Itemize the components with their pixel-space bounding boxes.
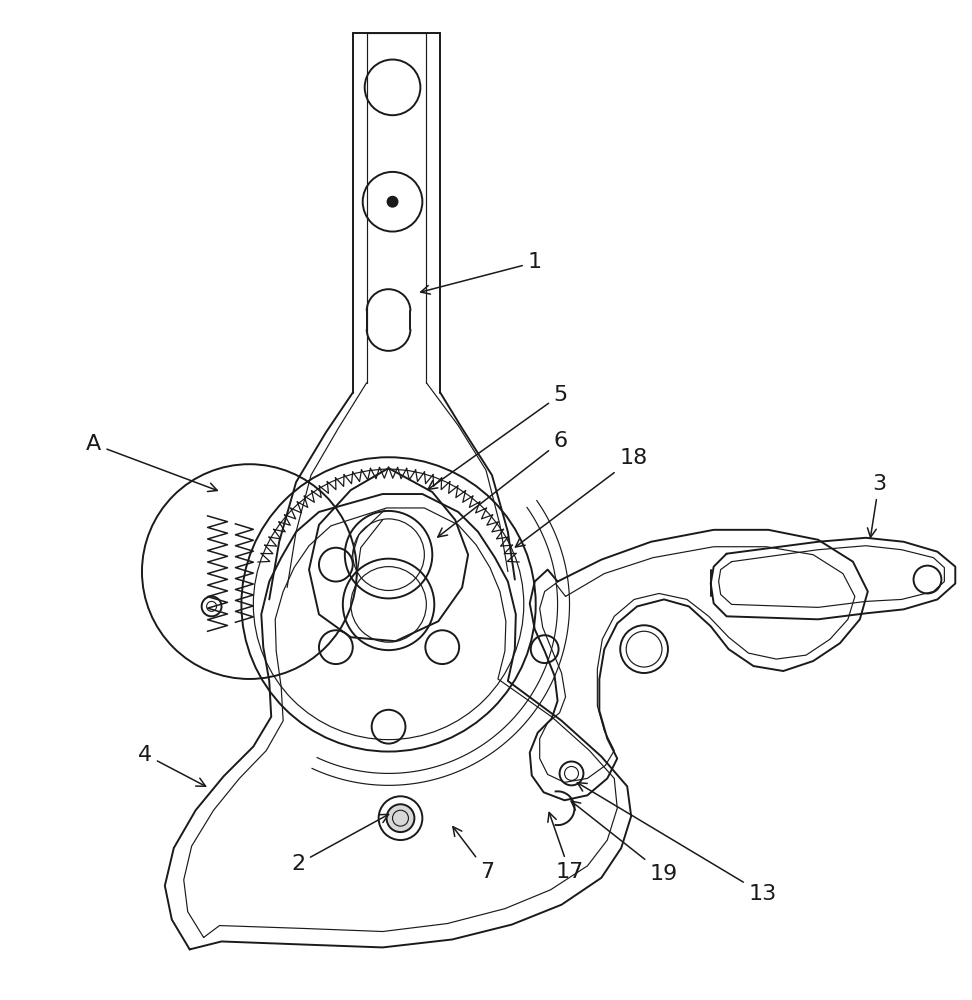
Text: 3: 3 <box>867 474 885 537</box>
Text: 13: 13 <box>577 783 777 904</box>
Text: 1: 1 <box>421 252 541 294</box>
Text: 4: 4 <box>138 745 206 786</box>
Text: 5: 5 <box>428 385 568 489</box>
Circle shape <box>388 197 398 207</box>
Text: 19: 19 <box>572 801 677 884</box>
Text: A: A <box>87 434 218 492</box>
Text: 17: 17 <box>548 812 584 882</box>
Text: 2: 2 <box>292 814 389 874</box>
Circle shape <box>387 804 414 832</box>
Text: 6: 6 <box>437 431 568 537</box>
Text: 7: 7 <box>453 827 494 882</box>
Text: 18: 18 <box>515 448 647 547</box>
